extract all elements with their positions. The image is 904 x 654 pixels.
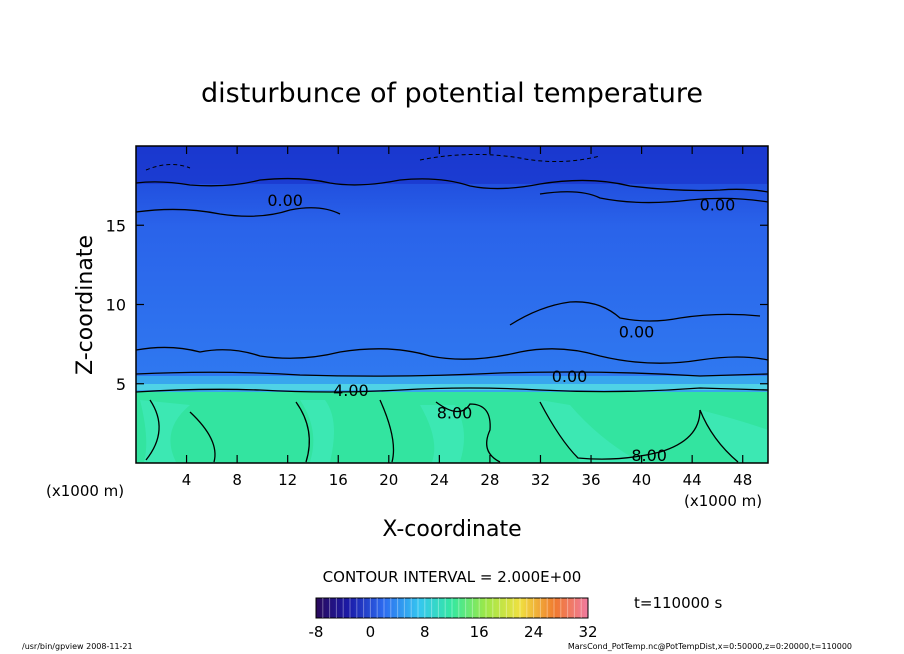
chart-title: disturbunce of potential temperature xyxy=(201,78,703,109)
y-tick-label: 15 xyxy=(106,216,126,235)
footer-right: MarsCond_PotTemp.nc@PotTempDist,x=0:5000… xyxy=(568,642,852,651)
dashed-contour-top xyxy=(419,153,601,163)
colorbar-tick-label: -8 xyxy=(309,623,324,641)
surface-patches xyxy=(140,400,768,462)
x-tick-label: 44 xyxy=(683,471,702,489)
footer-left: /usr/bin/gpview 2008-11-21 xyxy=(22,642,133,651)
x-tick-label: 16 xyxy=(329,471,348,489)
colorbar-tick-label: 16 xyxy=(470,623,489,641)
x-tick-label: 20 xyxy=(379,471,398,489)
contour-label: 0.00 xyxy=(267,191,303,210)
colorbar-tick-label: 32 xyxy=(578,623,597,641)
x-tick-label: 8 xyxy=(232,471,242,489)
colorbar-tick-label: 24 xyxy=(524,623,543,641)
colorbar-tick-label: 0 xyxy=(366,623,376,641)
y-axis: 5 10 15 xyxy=(106,216,768,394)
contour-label: 0.00 xyxy=(700,196,736,215)
contour-label: 0.00 xyxy=(552,367,588,386)
dark-top-band xyxy=(136,146,768,184)
x-unit-left: (x1000 m) xyxy=(46,482,124,500)
x-tick-label: 40 xyxy=(632,471,651,489)
y-tick-label: 5 xyxy=(116,375,126,394)
colorbar xyxy=(315,597,589,619)
thin-band xyxy=(136,384,768,390)
contour-label: 0.00 xyxy=(619,322,655,341)
dashed-contour-left xyxy=(145,164,191,171)
x-tick-label: 4 xyxy=(182,471,192,489)
colorbar-stripes xyxy=(322,598,582,618)
x-tick-label: 36 xyxy=(581,471,600,489)
x-tick-label: 28 xyxy=(480,471,499,489)
y-tick-label: 10 xyxy=(106,296,126,315)
x-tick-label: 32 xyxy=(531,471,550,489)
contour-label: 4.00 xyxy=(333,381,369,400)
contour-lines xyxy=(136,177,768,463)
plot-area xyxy=(136,146,768,463)
x-tick-label: 48 xyxy=(733,471,752,489)
time-text: t=110000 s xyxy=(634,594,722,612)
colorbar-ticks: -8 0 8 16 24 32 xyxy=(309,623,598,641)
x-axis: 4 8 12 16 20 24 28 32 36 40 44 48 xyxy=(182,146,752,489)
x-axis-label: X-coordinate xyxy=(382,517,521,542)
colorbar-tick-label: 8 xyxy=(420,623,430,641)
x-tick-label: 12 xyxy=(278,471,297,489)
contour-label: 8.00 xyxy=(631,446,667,465)
y-axis-label: Z-coordinate xyxy=(73,235,98,375)
x-tick-label: 24 xyxy=(430,471,449,489)
x-unit-right: (x1000 m) xyxy=(684,492,762,510)
contour-labels: 0.00 0.00 0.00 0.00 4.00 8.00 8.00 xyxy=(267,191,735,465)
contour-interval-text: CONTOUR INTERVAL = 2.000E+00 xyxy=(323,568,582,586)
contour-label: 8.00 xyxy=(437,403,473,422)
